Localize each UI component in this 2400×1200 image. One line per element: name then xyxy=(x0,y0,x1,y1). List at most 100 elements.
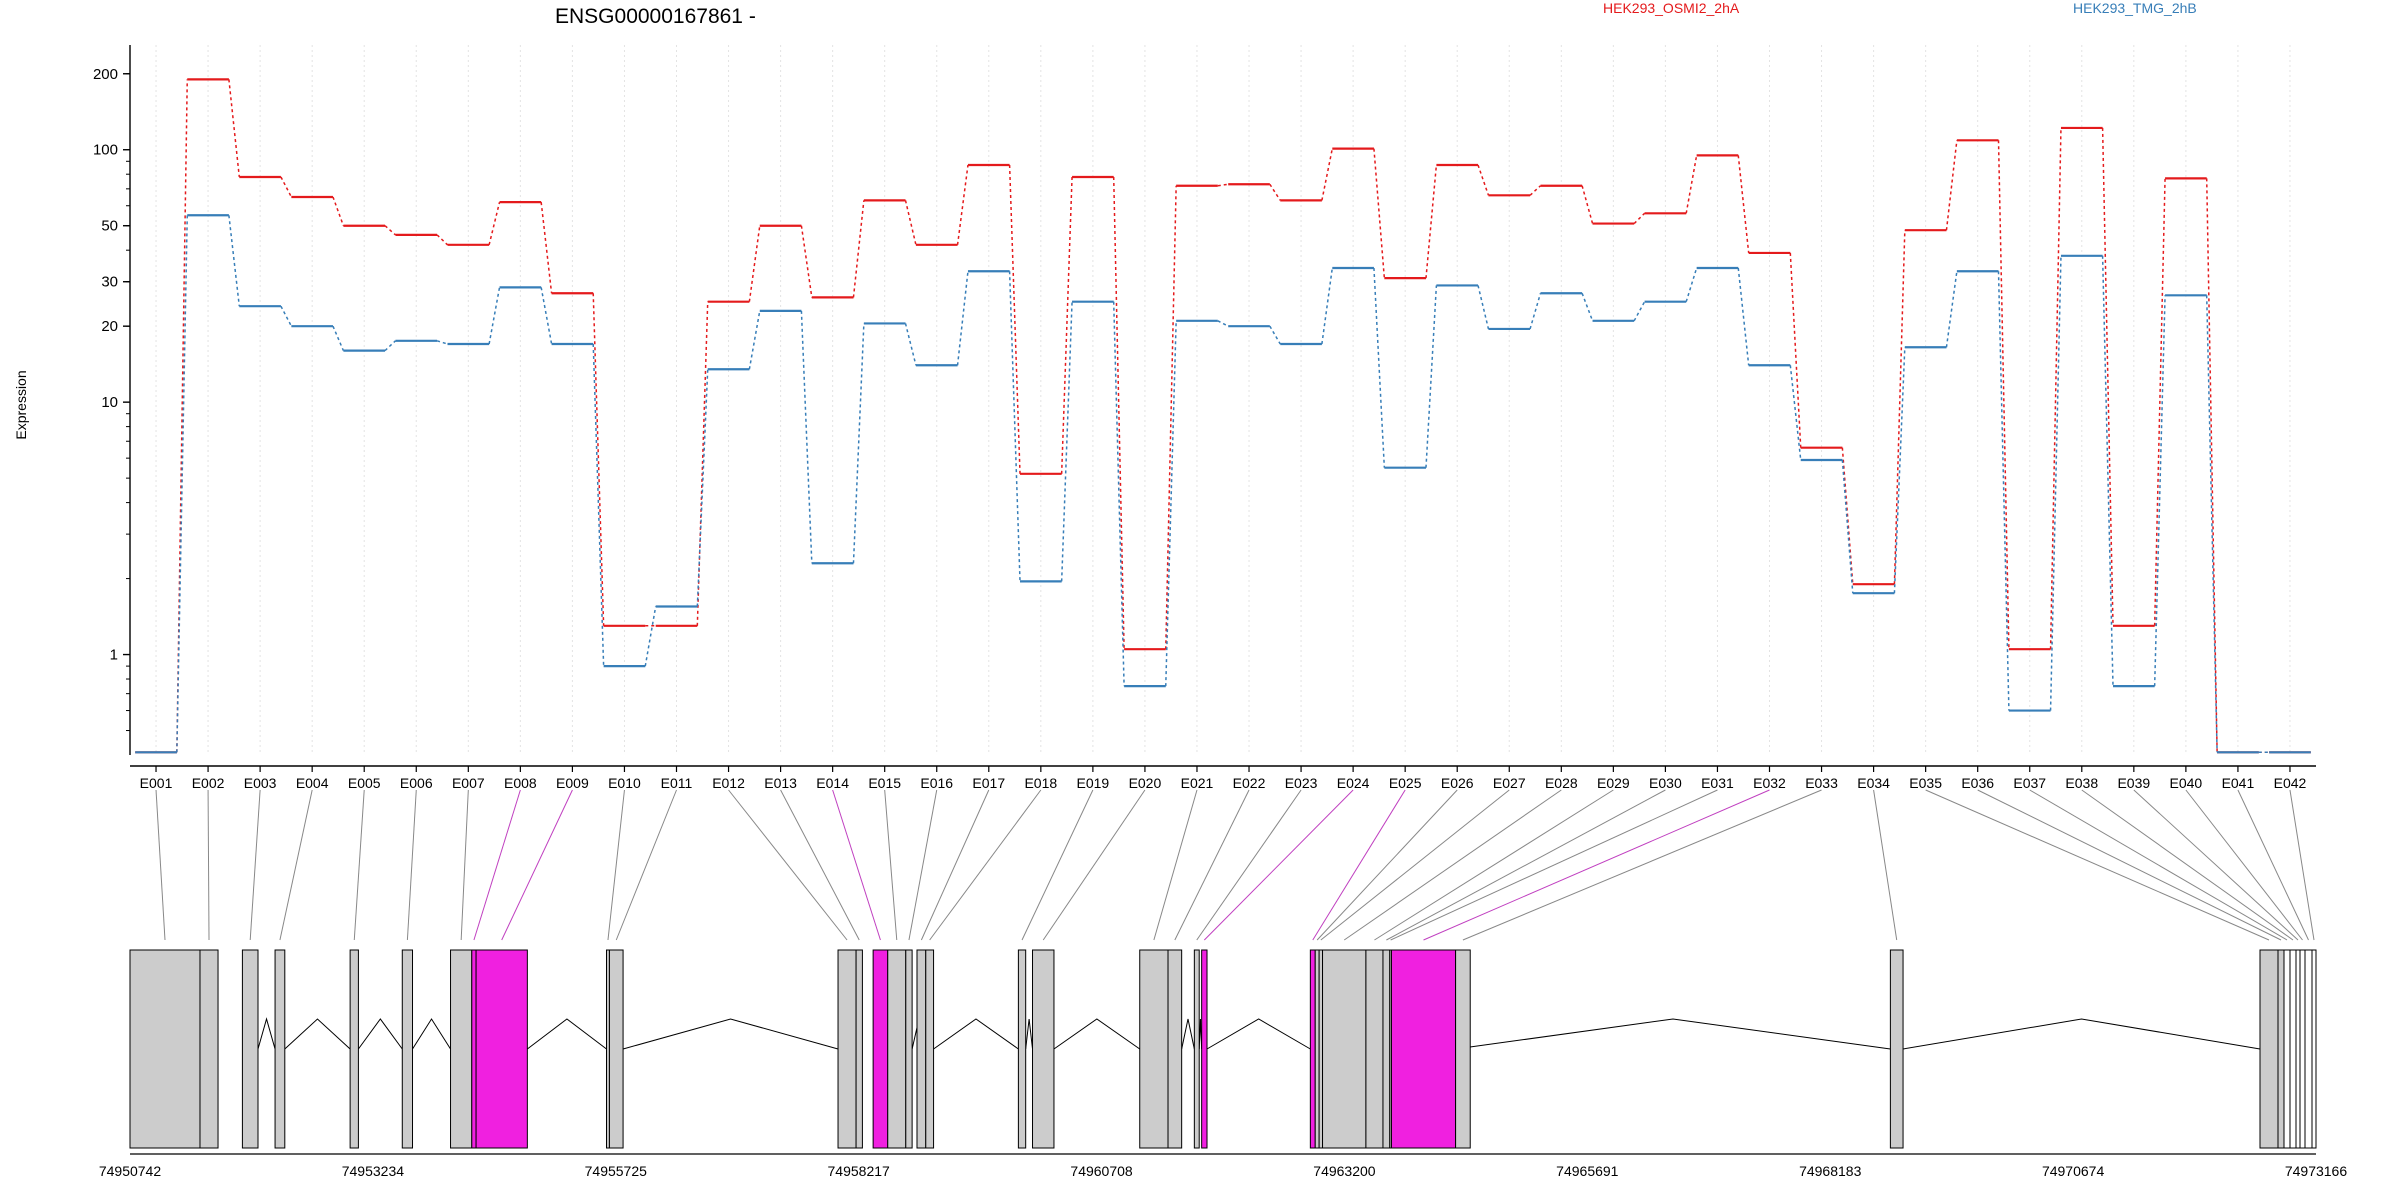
exon-connector xyxy=(1873,789,1898,941)
series-1-connector xyxy=(1997,271,2010,711)
y-tick-label: 20 xyxy=(101,318,118,335)
series-0-connector xyxy=(2205,178,2218,753)
genomic-tick-label: 74963200 xyxy=(1313,1163,1376,1179)
exon-block xyxy=(401,949,414,1149)
series-0-connector xyxy=(904,200,917,246)
series-0-connector xyxy=(1841,447,1854,585)
intron-line xyxy=(1053,1018,1141,1050)
x-tick-label: E014 xyxy=(816,775,849,791)
x-tick-label: E027 xyxy=(1493,775,1526,791)
exon-block xyxy=(1167,949,1183,1149)
intron-line xyxy=(412,1018,451,1050)
x-tick-label: E041 xyxy=(2222,775,2255,791)
exon-block xyxy=(2283,949,2291,1149)
series-0-connector xyxy=(2153,178,2166,626)
x-tick-label: E017 xyxy=(972,775,1005,791)
exon-block xyxy=(1382,949,1391,1149)
intron-line xyxy=(284,1018,351,1050)
y-tick-label: 10 xyxy=(101,394,118,411)
chart-title: ENSG00000167861 - xyxy=(555,5,756,28)
genomic-tick-label: 74955725 xyxy=(585,1163,648,1179)
exon-connector xyxy=(929,789,1042,941)
x-tick-label: E028 xyxy=(1545,775,1578,791)
exon-block xyxy=(1455,949,1471,1149)
series-1-connector xyxy=(852,323,865,564)
series-1-connector xyxy=(1685,267,1698,302)
exon-block xyxy=(1322,949,1367,1149)
series-1-connector xyxy=(592,343,605,667)
x-tick-label: E033 xyxy=(1805,775,1838,791)
exon-block xyxy=(905,949,913,1149)
series-1-connector xyxy=(280,305,293,327)
series-1-connector xyxy=(1217,320,1229,327)
exon-connector xyxy=(1320,789,1510,941)
exon-block xyxy=(1314,949,1320,1149)
exon-block xyxy=(475,949,528,1149)
series-1-connector xyxy=(1060,301,1073,582)
series-1-connector xyxy=(1164,320,1177,687)
series-0-connector xyxy=(1789,252,1802,448)
exon-connector xyxy=(1174,789,1250,941)
exon-block xyxy=(2289,949,2297,1149)
series-1-connector xyxy=(2153,295,2166,687)
exon-connector xyxy=(1390,789,1718,941)
series-1-connector xyxy=(1269,325,1281,345)
exon-block xyxy=(349,949,359,1149)
exon-connector xyxy=(1316,789,1458,941)
series-0-connector xyxy=(176,79,189,753)
exon-connector xyxy=(406,789,417,941)
exon-block xyxy=(1318,949,1324,1149)
exon-block xyxy=(274,949,286,1149)
exon-block xyxy=(199,949,219,1149)
exon-connector xyxy=(353,789,365,941)
series-1-connector xyxy=(436,340,448,345)
series-1-connector xyxy=(540,287,553,345)
legend-label-osmi2[interactable]: HEK293_OSMI2_2hA xyxy=(1603,0,1740,16)
x-tick-label: E020 xyxy=(1129,775,1162,791)
x-tick-label: E035 xyxy=(1909,775,1942,791)
series-1-connector xyxy=(332,325,345,351)
series-1-connector xyxy=(1321,267,1334,345)
y-axis-label: Expression xyxy=(13,370,29,439)
x-tick-label: E016 xyxy=(920,775,953,791)
series-0-connector xyxy=(1737,155,1750,254)
exon-connector xyxy=(1203,789,1354,941)
exon-connector xyxy=(1423,789,1770,941)
exon-block xyxy=(855,949,863,1149)
x-tick-label: E011 xyxy=(661,775,693,791)
exon-connector xyxy=(460,789,469,941)
x-tick-label: E004 xyxy=(296,775,329,791)
series-0-connector xyxy=(1633,212,1646,225)
y-tick-label: 50 xyxy=(101,218,118,235)
exon-block xyxy=(887,949,907,1149)
exon-connector xyxy=(615,789,677,941)
series-0-connector xyxy=(1060,176,1073,474)
series-1-connector xyxy=(1373,267,1386,468)
intron-line xyxy=(1025,1018,1034,1050)
genomic-tick-label: 74965691 xyxy=(1556,1163,1619,1179)
x-tick-label: E031 xyxy=(1701,775,1734,791)
genomic-tick-label: 74968183 xyxy=(1799,1163,1862,1179)
series-1-connector xyxy=(1841,459,1854,594)
exon-connector xyxy=(207,789,210,941)
exon-block xyxy=(1139,949,1169,1149)
series-0-connector xyxy=(2049,127,2062,650)
exon-connector xyxy=(2133,789,2299,941)
x-tick-label: E007 xyxy=(452,775,485,791)
x-tick-label: E001 xyxy=(140,775,173,791)
exon-block xyxy=(129,949,201,1149)
exon-connector xyxy=(1312,789,1406,941)
x-tick-label: E006 xyxy=(400,775,433,791)
x-tick-label: E005 xyxy=(348,775,381,791)
x-tick-label: E040 xyxy=(2170,775,2203,791)
series-1-connector xyxy=(1789,365,1802,461)
x-tick-label: E015 xyxy=(868,775,901,791)
exon-block xyxy=(241,949,259,1149)
exon-connector xyxy=(1462,789,1822,941)
series-1-connector xyxy=(956,271,969,366)
legend-label-tmg[interactable]: HEK293_TMG_2hB xyxy=(2073,0,2197,16)
series-0-connector xyxy=(488,201,501,246)
exon-connector xyxy=(1977,789,2282,941)
intron-line xyxy=(257,1017,276,1050)
